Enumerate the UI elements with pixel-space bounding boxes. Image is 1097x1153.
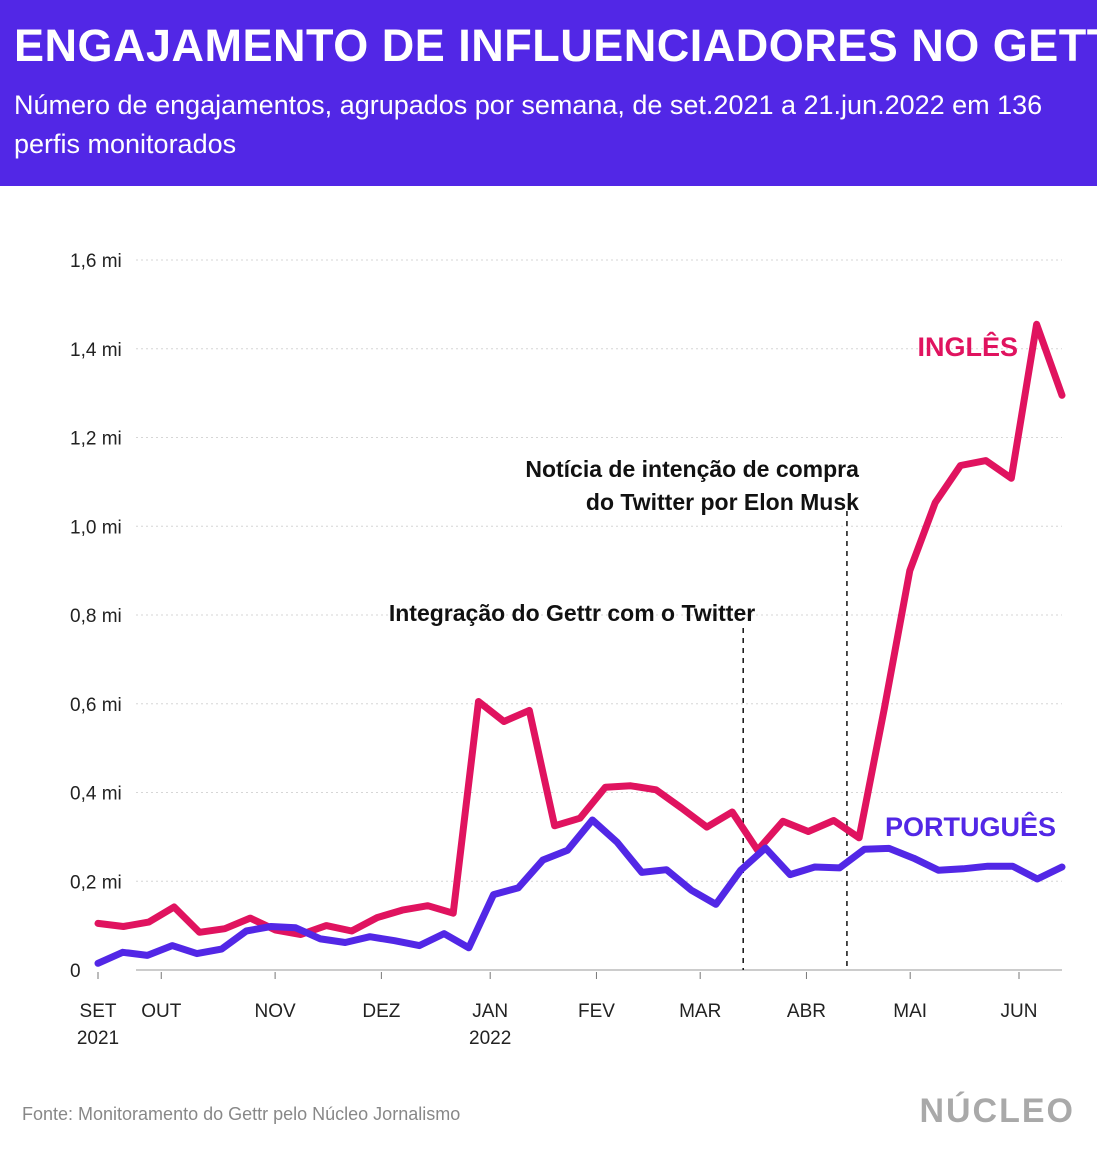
x-tick-label: ABR: [787, 1001, 826, 1022]
y-tick-label: 0,6 mi: [70, 695, 122, 716]
annotation-text: Integração do Gettr com o Twitter: [389, 600, 755, 626]
x-tick-label: OUT: [141, 1001, 182, 1022]
axis-layer: 0 0,2 mi 0,4 mi 0,6 mi 0,8 mi 1,0 mi 1,2 mi 1,4…: [70, 251, 1037, 1049]
x-tick-label: SET: [80, 1001, 117, 1022]
y-tick-label: 1,4 mi: [70, 340, 122, 361]
series-label-portugues: PORTUGUÊS: [885, 811, 1056, 842]
x-tick-sublabel: 2021: [77, 1028, 119, 1049]
x-tick-label: DEZ: [362, 1001, 400, 1022]
page-subtitle: Número de engajamentos, agrupados por se…: [14, 90, 1043, 159]
source-note: Fonte: Monitoramento do Gettr pelo Núcle…: [22, 1104, 461, 1124]
x-tick-label: JUN: [1001, 1001, 1038, 1022]
grid-layer: [136, 259, 1062, 971]
y-tick-label: 0,8 mi: [70, 606, 122, 627]
annotation-text: Notícia de intenção de compra: [525, 456, 859, 482]
x-tick-label: FEV: [578, 1001, 615, 1022]
page-title: ENGAJAMENTO DE INFLUENCIADORES NO GETTR: [14, 20, 1097, 71]
x-tick-label: MAR: [679, 1001, 721, 1022]
nucleo-logo: NÚCLEO: [919, 1092, 1075, 1130]
x-tick-sublabel: 2022: [469, 1028, 511, 1049]
annotation-text: do Twitter por Elon Musk: [586, 489, 859, 515]
series-label-ingles: INGLÊS: [917, 331, 1018, 362]
series-line-portugues: [94, 816, 1066, 967]
y-tick-label: 1,2 mi: [70, 429, 122, 450]
y-tick-label: 1,6 mi: [70, 251, 122, 272]
series-label-layer: INGLÊS PORTUGUÊS: [885, 331, 1056, 842]
x-tick-label: MAI: [893, 1001, 927, 1022]
header-banner: ENGAJAMENTO DE INFLUENCIADORES NO GETTR …: [0, 0, 1097, 186]
y-tick-label: 0,4 mi: [70, 784, 122, 805]
y-tick-label: 0: [70, 961, 81, 982]
y-tick-label: 0,2 mi: [70, 872, 122, 893]
series-layer: [94, 320, 1066, 967]
x-tick-label: JAN: [472, 1001, 508, 1022]
series-line-ingles: [94, 320, 1066, 938]
x-tick-label: NOV: [255, 1001, 297, 1022]
annotation-layer: Integração do Gettr com o Twitter Notícia…: [389, 456, 859, 970]
y-tick-label: 1,0 mi: [70, 517, 122, 538]
